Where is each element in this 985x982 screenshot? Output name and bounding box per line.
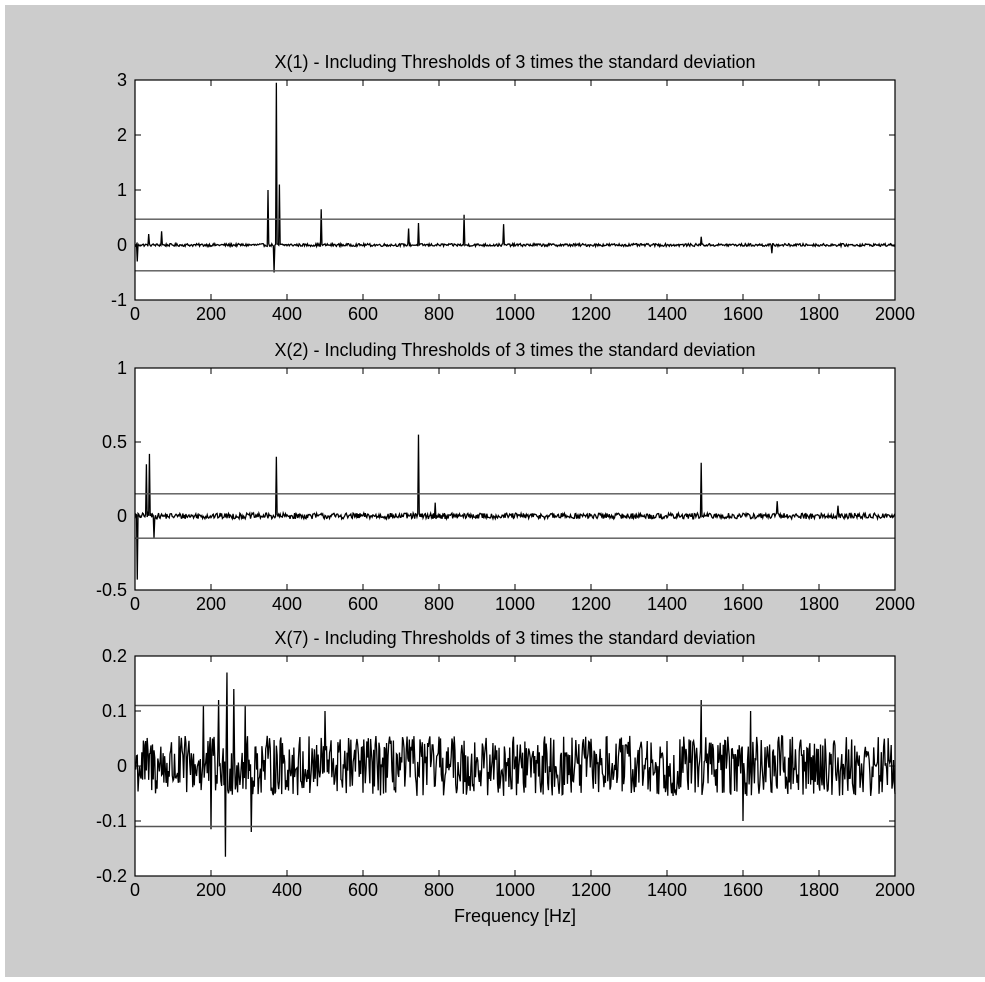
x-tick-label: 1400: [647, 304, 687, 324]
y-tick-label: 0.2: [102, 646, 127, 666]
y-tick-label: -0.2: [96, 866, 127, 886]
axes-frame: [134, 655, 896, 877]
axes-area: [135, 368, 895, 590]
x-tick-label: 2000: [875, 880, 915, 900]
subplot-2: X(2) - Including Thresholds of 3 times t…: [96, 340, 915, 614]
x-tick-label: 800: [424, 304, 454, 324]
x-axis-label: Frequency [Hz]: [454, 906, 576, 926]
y-tick-label: 1: [117, 180, 127, 200]
x-tick-label: 2000: [875, 304, 915, 324]
subplot-title: X(1) - Including Thresholds of 3 times t…: [275, 52, 756, 72]
x-tick-label: 800: [424, 594, 454, 614]
signal-series-line: [134, 82, 896, 273]
x-tick-label: 600: [348, 594, 378, 614]
signal-series-line: [134, 672, 896, 857]
x-tick-label: 1800: [799, 304, 839, 324]
x-tick-label: 1000: [495, 594, 535, 614]
axes-frame: [134, 79, 896, 301]
x-tick-label: 0: [130, 594, 140, 614]
x-tick-label: 200: [196, 304, 226, 324]
y-tick-label: 0: [117, 506, 127, 526]
y-tick-label: 1: [117, 358, 127, 378]
x-tick-label: 1400: [647, 594, 687, 614]
y-tick-label: -0.1: [96, 811, 127, 831]
y-tick-label: 3: [117, 70, 127, 90]
axes-frame: [134, 367, 896, 591]
x-tick-label: 0: [130, 880, 140, 900]
y-tick-label: 2: [117, 125, 127, 145]
y-tick-label: 0.5: [102, 432, 127, 452]
x-tick-label: 1800: [799, 594, 839, 614]
subplot-title: X(2) - Including Thresholds of 3 times t…: [275, 340, 756, 360]
subplot-3: X(7) - Including Thresholds of 3 times t…: [96, 628, 915, 926]
x-tick-label: 400: [272, 304, 302, 324]
x-tick-label: 1200: [571, 304, 611, 324]
x-tick-label: 1400: [647, 880, 687, 900]
x-tick-label: 1600: [723, 594, 763, 614]
subplot-1: X(1) - Including Thresholds of 3 times t…: [111, 52, 915, 324]
x-tick-label: 1000: [495, 304, 535, 324]
x-tick-label: 0: [130, 304, 140, 324]
y-tick-label: 0: [117, 235, 127, 255]
x-tick-label: 1600: [723, 880, 763, 900]
subplot-title: X(7) - Including Thresholds of 3 times t…: [275, 628, 756, 648]
y-tick-label: -1: [111, 290, 127, 310]
x-tick-label: 1200: [571, 594, 611, 614]
x-tick-label: 1000: [495, 880, 535, 900]
axes-area: [135, 80, 895, 300]
x-tick-label: 2000: [875, 594, 915, 614]
x-tick-label: 200: [196, 880, 226, 900]
signal-series-line: [134, 434, 896, 580]
x-tick-label: 600: [348, 304, 378, 324]
x-tick-label: 1200: [571, 880, 611, 900]
axes-layer: X(1) - Including Thresholds of 3 times t…: [96, 52, 915, 926]
x-tick-label: 600: [348, 880, 378, 900]
x-tick-label: 1600: [723, 304, 763, 324]
x-tick-label: 400: [272, 594, 302, 614]
x-tick-label: 400: [272, 880, 302, 900]
y-tick-label: 0.1: [102, 701, 127, 721]
x-tick-label: 1800: [799, 880, 839, 900]
y-tick-label: -0.5: [96, 580, 127, 600]
y-tick-label: 0: [117, 756, 127, 776]
x-tick-label: 800: [424, 880, 454, 900]
x-tick-label: 200: [196, 594, 226, 614]
